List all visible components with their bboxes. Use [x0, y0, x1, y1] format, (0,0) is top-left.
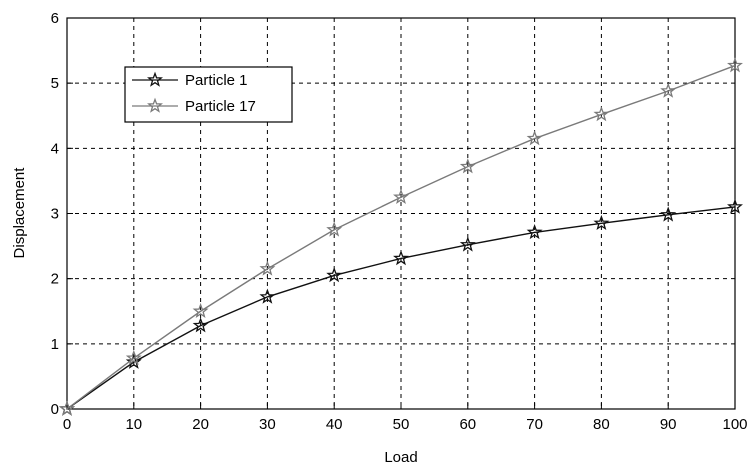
- data-point-marker: [393, 250, 409, 266]
- data-point-marker: [125, 353, 142, 369]
- data-point-marker: [593, 106, 610, 122]
- legend: Particle 1 Particle 17: [124, 66, 293, 123]
- data-point-marker: [326, 221, 343, 237]
- x-axis-title: Load: [384, 449, 417, 466]
- legend-marker-particle-1: [147, 71, 163, 87]
- x-tick-label: 10: [125, 416, 142, 433]
- x-tick-label: 60: [459, 416, 476, 433]
- axis-ticks: 0 10 20 30 40 50 60 70 80 90 100 0 1 2 3 4 5 6: [51, 10, 747, 433]
- x-tick-label: 70: [526, 416, 543, 433]
- legend-marker-particle-17: [147, 97, 163, 113]
- x-tick-label: 30: [259, 416, 276, 433]
- x-tick-label: 100: [722, 416, 747, 433]
- legend-label-particle-17: Particle 17: [185, 98, 256, 115]
- legend-star-marker: [147, 71, 163, 87]
- x-tick-label: 50: [393, 416, 410, 433]
- legend-label-particle-1: Particle 1: [185, 72, 248, 89]
- x-tick-label: 20: [192, 416, 209, 433]
- x-tick-label: 40: [326, 416, 343, 433]
- y-axis-title: Displacement: [11, 167, 28, 259]
- data-point-marker: [259, 288, 276, 304]
- data-point-marker: [526, 224, 543, 240]
- series-line: [66, 206, 736, 410]
- legend-box: [124, 66, 293, 123]
- y-tick-label: 0: [51, 401, 59, 418]
- y-tick-label: 5: [51, 75, 59, 92]
- y-tick-label: 3: [51, 206, 59, 223]
- data-point-marker: [459, 236, 476, 252]
- data-point-marker: [192, 302, 209, 319]
- y-tick-label: 1: [51, 336, 59, 353]
- y-tick-label: 4: [51, 140, 59, 157]
- series-lines: [59, 57, 743, 416]
- data-point-marker: [59, 400, 75, 416]
- data-point-marker: [393, 188, 409, 204]
- data-point-marker: [727, 57, 743, 73]
- data-point-marker: [593, 214, 610, 231]
- data-point-marker: [192, 317, 209, 333]
- data-point-marker: [459, 158, 476, 174]
- series-particle-17: [59, 57, 743, 416]
- data-point-marker: [660, 82, 677, 98]
- legend-star-marker: [147, 97, 163, 113]
- x-tick-label: 0: [63, 416, 71, 433]
- x-tick-label: 90: [660, 416, 677, 433]
- series-line: [66, 64, 736, 410]
- data-point-marker: [660, 206, 677, 222]
- data-point-marker: [326, 267, 343, 283]
- x-tick-label: 80: [593, 416, 610, 433]
- data-point-marker: [526, 130, 543, 146]
- data-point-marker: [259, 260, 276, 276]
- data-point-marker: [727, 198, 743, 214]
- y-tick-label: 2: [51, 271, 59, 288]
- y-tick-label: 6: [51, 10, 59, 27]
- data-point-marker: [125, 349, 142, 365]
